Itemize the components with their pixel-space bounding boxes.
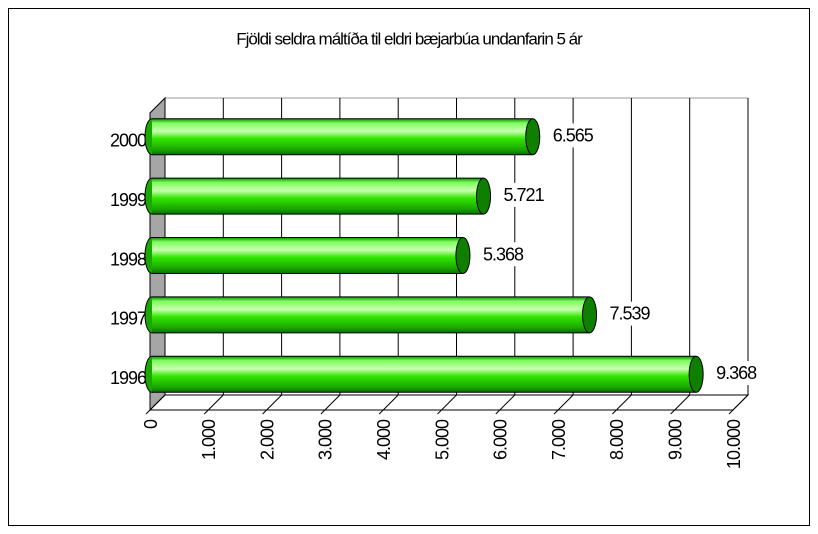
x-tick-label: 6.000 xyxy=(491,419,511,460)
floor-grid-line xyxy=(149,394,166,411)
x-tick-label: 5.000 xyxy=(432,419,452,460)
bar-end-cap xyxy=(455,237,471,274)
value-label-bg xyxy=(713,361,761,386)
x-tick-label: 0 xyxy=(141,419,161,429)
y-tick-label: 1998 xyxy=(110,249,147,269)
x-tick-label: 4.000 xyxy=(374,419,394,460)
x-tick xyxy=(553,409,559,415)
bar-end-cap xyxy=(476,177,492,215)
value-label-bg xyxy=(479,242,527,267)
y-tick-label: 1996 xyxy=(110,368,147,388)
bar-end-cap xyxy=(525,118,541,156)
value-label-bg xyxy=(549,123,597,148)
x-tick-label: 1.000 xyxy=(199,419,219,460)
floor-grid-line xyxy=(441,394,457,411)
x-tick-label: 10.000 xyxy=(724,419,744,469)
x-tick xyxy=(437,409,442,415)
bar xyxy=(152,178,484,215)
x-tick xyxy=(203,409,209,415)
value-label: 5.368 xyxy=(483,244,524,264)
y-tick-label: 1999 xyxy=(110,190,147,210)
floor-grid-line xyxy=(499,394,516,411)
x-tick-label: 7.000 xyxy=(549,419,569,460)
floor-grid-line xyxy=(382,394,399,411)
x-tick xyxy=(378,409,384,415)
x-tick xyxy=(320,409,326,415)
value-label: 9.368 xyxy=(716,363,757,383)
x-tick-label: 2.000 xyxy=(257,419,277,460)
floor-grid-line xyxy=(616,394,632,411)
chart-title: Fjöldi seldra máltíða til eldri bæjarbúa… xyxy=(236,29,583,48)
x-tick xyxy=(262,409,267,415)
floor-grid-line xyxy=(266,394,282,411)
value-label-bg xyxy=(500,182,548,207)
bar xyxy=(152,296,590,333)
x-tick-label: 9.000 xyxy=(665,419,685,460)
x-tick-label: 8.000 xyxy=(607,419,627,460)
x-tick-label: 3.000 xyxy=(316,419,336,460)
floor-grid-line xyxy=(732,394,749,411)
x-tick xyxy=(728,409,734,415)
value-label-bg xyxy=(606,301,654,326)
y-tick-label: 1997 xyxy=(110,309,147,329)
bar-end-cap xyxy=(688,355,704,393)
bar-end-cap xyxy=(582,296,598,334)
bar xyxy=(152,237,463,274)
floor-grid-line xyxy=(674,394,691,411)
floor-grid-line xyxy=(207,394,224,411)
x-tick xyxy=(612,409,617,415)
x-tick xyxy=(670,409,676,415)
value-label: 6.565 xyxy=(553,125,594,145)
floor-grid-line xyxy=(324,394,341,411)
value-label: 5.721 xyxy=(504,185,545,205)
value-label: 7.539 xyxy=(610,304,651,324)
bar xyxy=(152,356,697,393)
bar xyxy=(152,118,533,155)
x-tick xyxy=(145,409,151,415)
x-tick xyxy=(495,409,501,415)
floor-grid-line xyxy=(557,394,574,411)
y-tick-label: 2000 xyxy=(110,130,147,150)
